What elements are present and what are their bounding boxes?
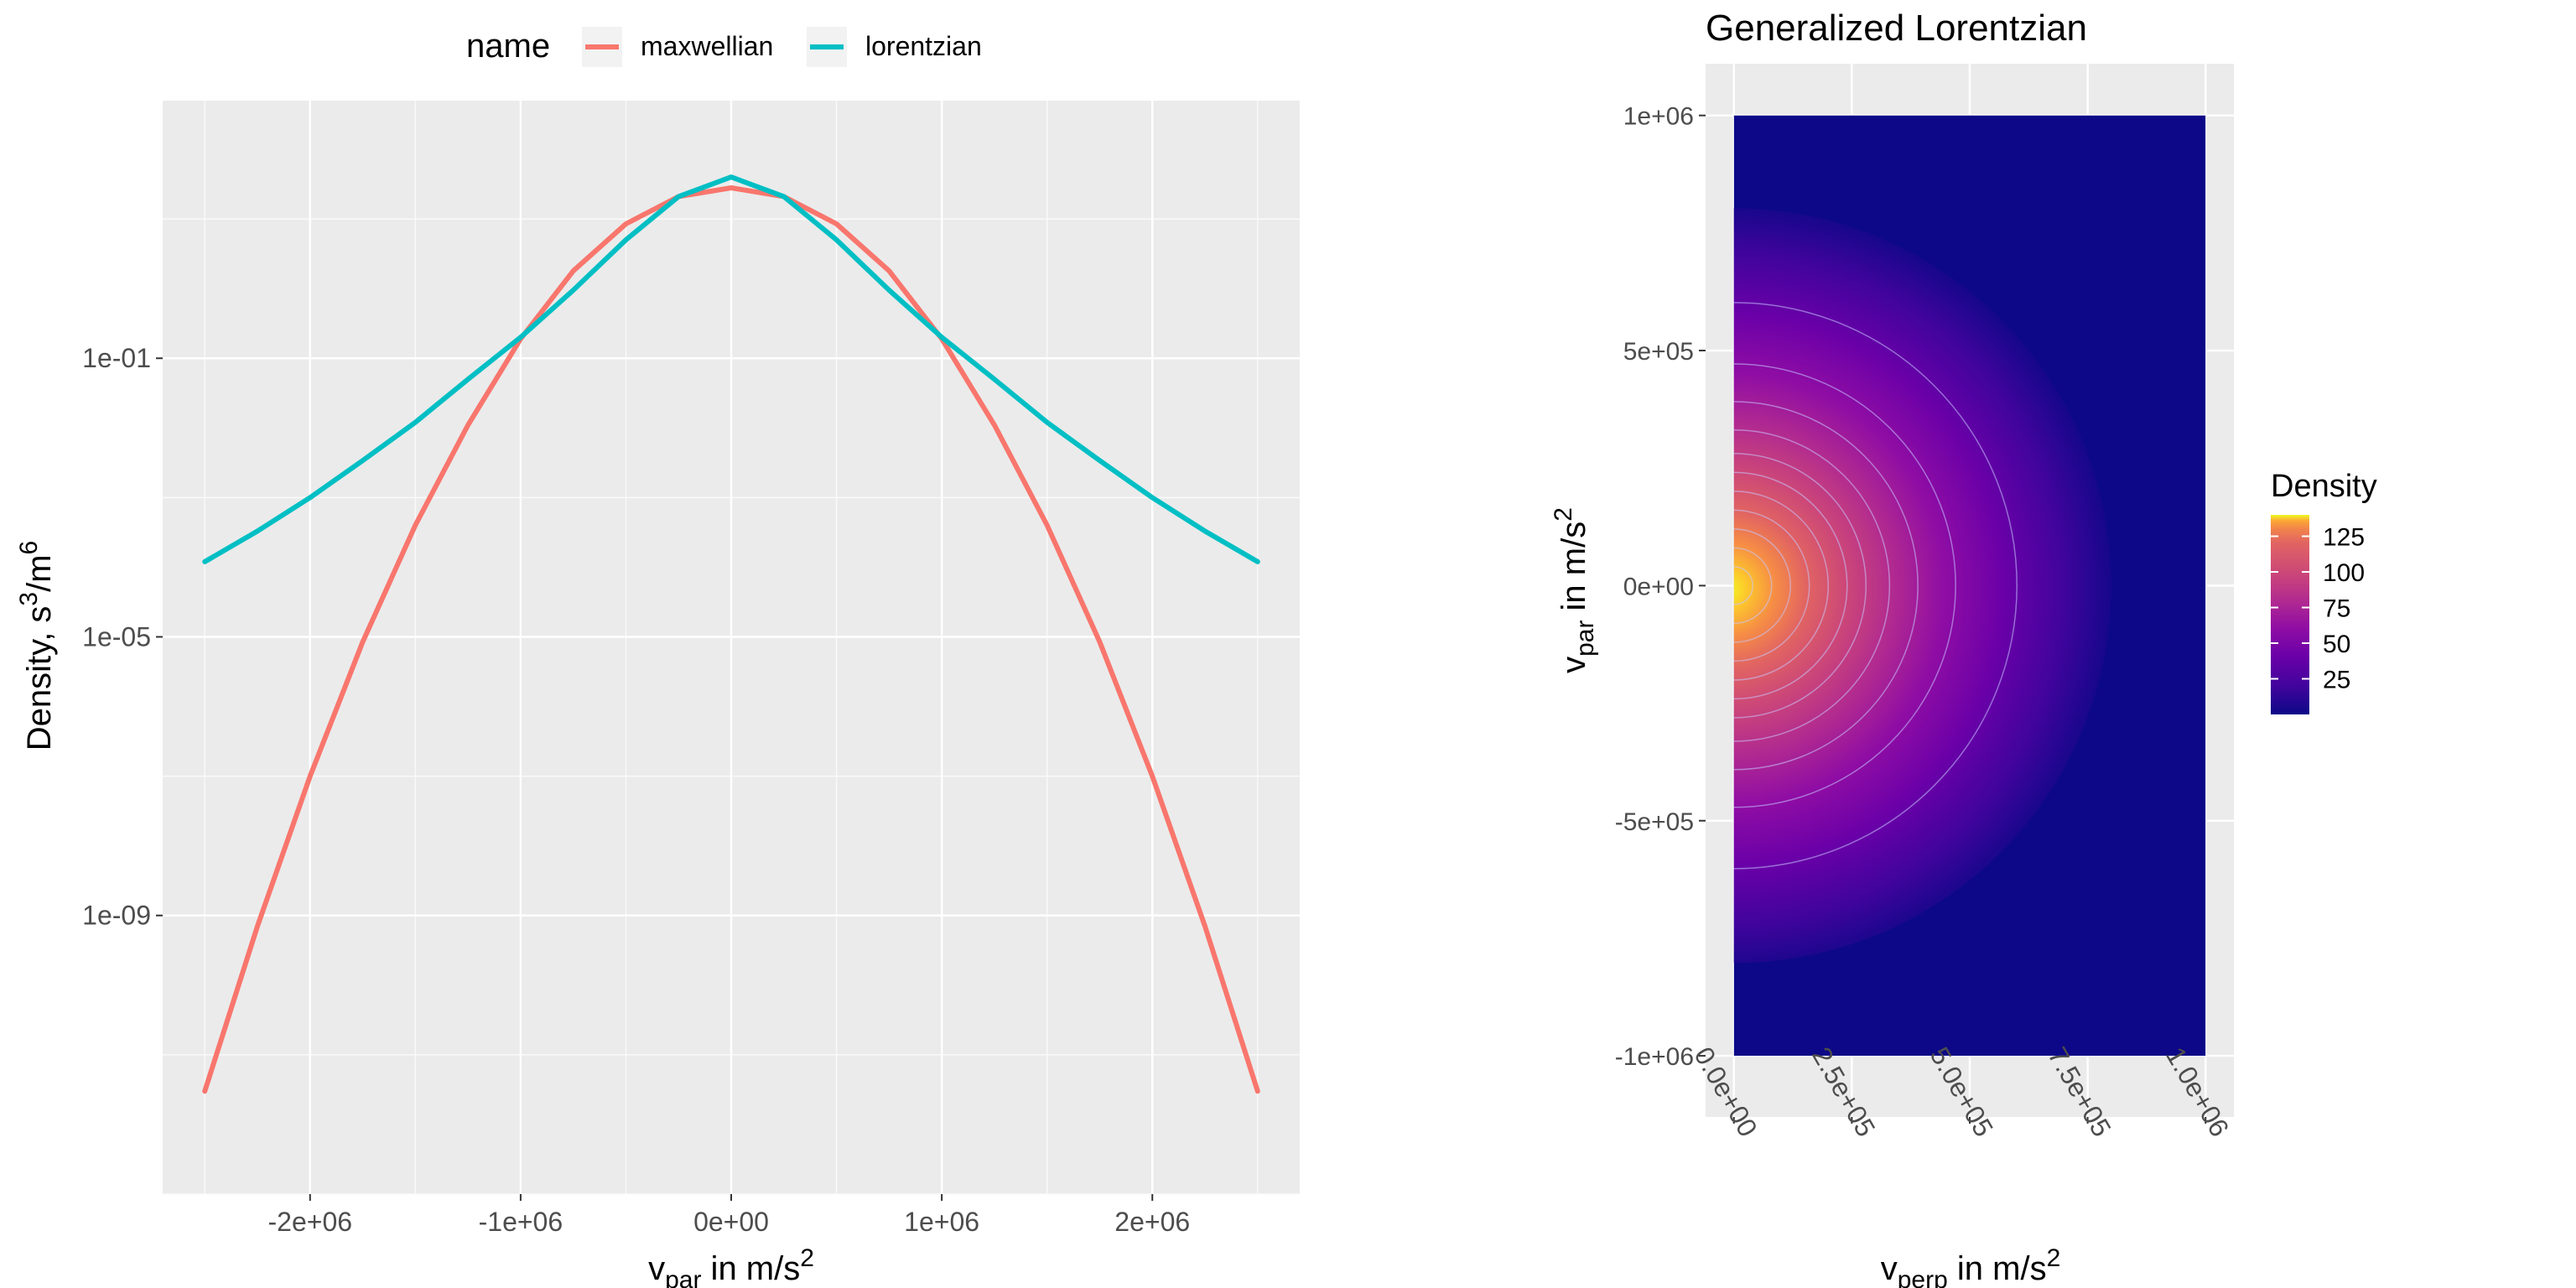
heatmap-title: Generalized Lorentzian — [1706, 8, 2087, 49]
heatmap-y-tick-label: 0e+00 — [1623, 573, 1694, 600]
series-line-maxwellian — [202, 185, 1260, 1094]
y-axis-label-sup2: 6 — [15, 541, 43, 555]
heatmap-y-axis-label: vpar in m/s2 — [1550, 507, 1599, 673]
heatmap-y-axis-ticks: 1e+06 5e+05 0e+00 -5e+05 -1e+06 — [1615, 103, 1706, 1071]
contour-lines — [1733, 302, 2018, 870]
x-axis-label-sup: 2 — [800, 1244, 814, 1272]
heatmap-x-axis-label-after: in m/s — [1948, 1250, 2047, 1287]
heatmap-y-axis-label-main: v — [1555, 657, 1592, 673]
x-axis-label-sub: par — [665, 1266, 701, 1288]
heatmap-chart: Generalized Lorentzian 0.0e+00 2.5e+05 5.0… — [1550, 8, 2377, 1288]
x-tick-label: -2e+06 — [268, 1207, 353, 1237]
x-tick-label: -1e+06 — [479, 1207, 564, 1237]
y-axis-ticks: 1e-01 1e-05 1e-09 — [82, 343, 163, 931]
colorbar-tick-label: 125 — [2323, 524, 2365, 552]
x-tick-label: 0e+00 — [693, 1207, 769, 1237]
y-axis-label-mid: /m — [21, 554, 58, 591]
heatmap-x-axis-label-main: v — [1881, 1250, 1898, 1287]
series-line-lorentzian — [202, 174, 1260, 564]
heatmap-y-tick-label: 1e+06 — [1623, 103, 1694, 131]
contour-line — [1733, 363, 1956, 808]
colorbar-tick-label: 75 — [2323, 595, 2350, 623]
x-axis-label-after: in m/s — [701, 1250, 800, 1287]
x-tick-label: 2e+06 — [1114, 1207, 1190, 1237]
y-tick-label: 1e-05 — [82, 621, 151, 652]
y-axis-label-sup1: 3 — [15, 592, 43, 606]
contour-line — [1733, 547, 1773, 625]
line-chart: name maxwellian lorentzian -2e+06 -1e+06 0… — [15, 27, 1300, 1288]
legend: name maxwellian lorentzian — [466, 27, 982, 67]
y-axis-label-main: Density, s — [21, 606, 58, 751]
legend-label-lorentzian: lorentzian — [865, 31, 982, 61]
x-axis-ticks: -2e+06 -1e+06 0e+00 1e+06 2e+06 — [268, 1194, 1190, 1237]
y-axis-label: Density, s3/m6 — [15, 541, 58, 750]
contour-line — [1733, 528, 1791, 643]
colorbar-gradient — [2271, 515, 2309, 714]
contour-line — [1733, 509, 1810, 662]
x-tick-label: 1e+06 — [904, 1207, 979, 1237]
heatmap-y-tick-label: -5e+05 — [1615, 808, 1694, 836]
heatmap-raster — [1733, 115, 2206, 1057]
legend-label-maxwellian: maxwellian — [641, 31, 773, 61]
series-lines — [202, 174, 1260, 1094]
x-axis-label-main: v — [648, 1250, 665, 1287]
x-axis-label: vpar in m/s2 — [648, 1244, 814, 1288]
heatmap-y-tick-label: 5e+05 — [1623, 338, 1694, 366]
colorbar-tick-label: 100 — [2323, 559, 2365, 587]
contour-line — [1733, 453, 1867, 719]
contour-line — [1733, 429, 1891, 742]
contour-line — [1733, 491, 1829, 681]
contour-line — [1733, 401, 1919, 771]
y-tick-label: 1e-09 — [82, 901, 151, 931]
heatmap-y-axis-label-sup: 2 — [1550, 507, 1577, 522]
heatmap-x-axis-label: vperp in m/s2 — [1881, 1244, 2061, 1288]
colorbar-tick-label: 25 — [2323, 667, 2350, 694]
heatmap-x-axis-label-sub: perp — [1898, 1266, 1948, 1288]
colorbar: Density 125 100 75 50 25 — [2271, 469, 2377, 714]
heatmap-density-gradient — [1733, 208, 2111, 963]
heatmap-y-axis-label-sub: par — [1571, 621, 1599, 657]
legend-title: name — [466, 28, 550, 65]
contour-line — [1733, 566, 1753, 605]
y-tick-label: 1e-01 — [82, 343, 151, 373]
heatmap-y-tick-label: -1e+06 — [1615, 1043, 1694, 1071]
colorbar-tick-label: 50 — [2323, 631, 2350, 658]
contour-line — [1733, 302, 2018, 870]
heatmap-x-axis-label-sup: 2 — [2047, 1244, 2061, 1272]
colorbar-title: Density — [2271, 469, 2377, 504]
heatmap-y-axis-label-after: in m/s — [1555, 522, 1592, 621]
contour-line — [1733, 471, 1848, 700]
colorbar-ticks: 125 100 75 50 25 — [2271, 524, 2365, 694]
